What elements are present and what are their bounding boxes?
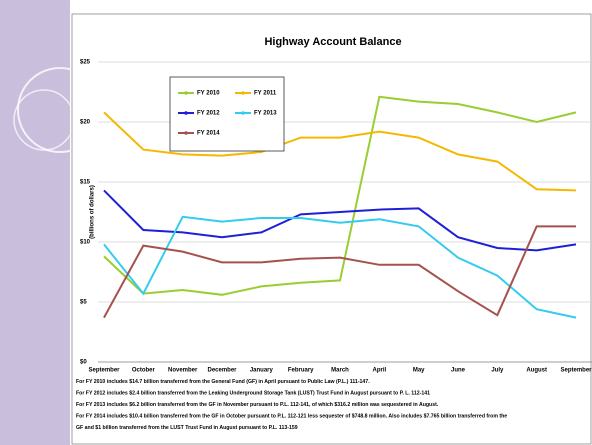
x-tick-label: September xyxy=(560,368,592,374)
chart-title: Highway Account Balance xyxy=(264,36,401,48)
y-tick-label: $0 xyxy=(80,360,87,366)
legend-label: FY 2014 xyxy=(197,131,220,137)
y-tick-label: $15 xyxy=(80,180,91,186)
footnote: GF and $1 billion transferred from the L… xyxy=(76,425,298,431)
legend-marker xyxy=(241,91,245,95)
legend-label: FY 2013 xyxy=(254,111,277,117)
footnote: For FY 2010 includes $14.7 billion trans… xyxy=(76,379,370,385)
x-tick-label: July xyxy=(491,368,504,374)
legend-label: FY 2011 xyxy=(254,91,277,97)
x-tick-label: March xyxy=(331,368,349,374)
legend-marker xyxy=(184,111,188,115)
y-tick-label: $10 xyxy=(80,240,91,246)
footnote: For FY 2014 includes $10.4 billion trans… xyxy=(76,414,507,420)
x-tick-label: April xyxy=(372,368,386,374)
x-tick-label: June xyxy=(451,368,466,374)
y-axis-label: (billions of dollars) xyxy=(90,185,96,239)
legend-label: FY 2012 xyxy=(197,111,220,117)
x-tick-label: December xyxy=(207,368,237,374)
y-tick-label: $25 xyxy=(80,60,91,66)
legend-marker xyxy=(184,91,188,95)
x-tick-label: August xyxy=(526,368,547,374)
legend-marker xyxy=(184,131,188,135)
y-tick-label: $5 xyxy=(80,300,87,306)
slide: Highway Account Balance (billions of dol… xyxy=(0,0,592,445)
x-tick-label: November xyxy=(168,368,198,374)
x-tick-label: September xyxy=(88,368,120,374)
x-tick-label: February xyxy=(288,368,314,374)
x-tick-label: May xyxy=(413,368,425,374)
y-tick-label: $20 xyxy=(80,120,91,126)
footnote: For FY 2013 includes $6.2 billion transf… xyxy=(76,402,439,408)
x-tick-label: January xyxy=(250,368,274,374)
footnote: For FY 2012 includes $2.4 billion transf… xyxy=(76,391,430,397)
legend-label: FY 2010 xyxy=(197,91,220,97)
x-tick-label: October xyxy=(132,368,156,374)
side-strip xyxy=(0,0,70,445)
legend-marker xyxy=(241,111,245,115)
